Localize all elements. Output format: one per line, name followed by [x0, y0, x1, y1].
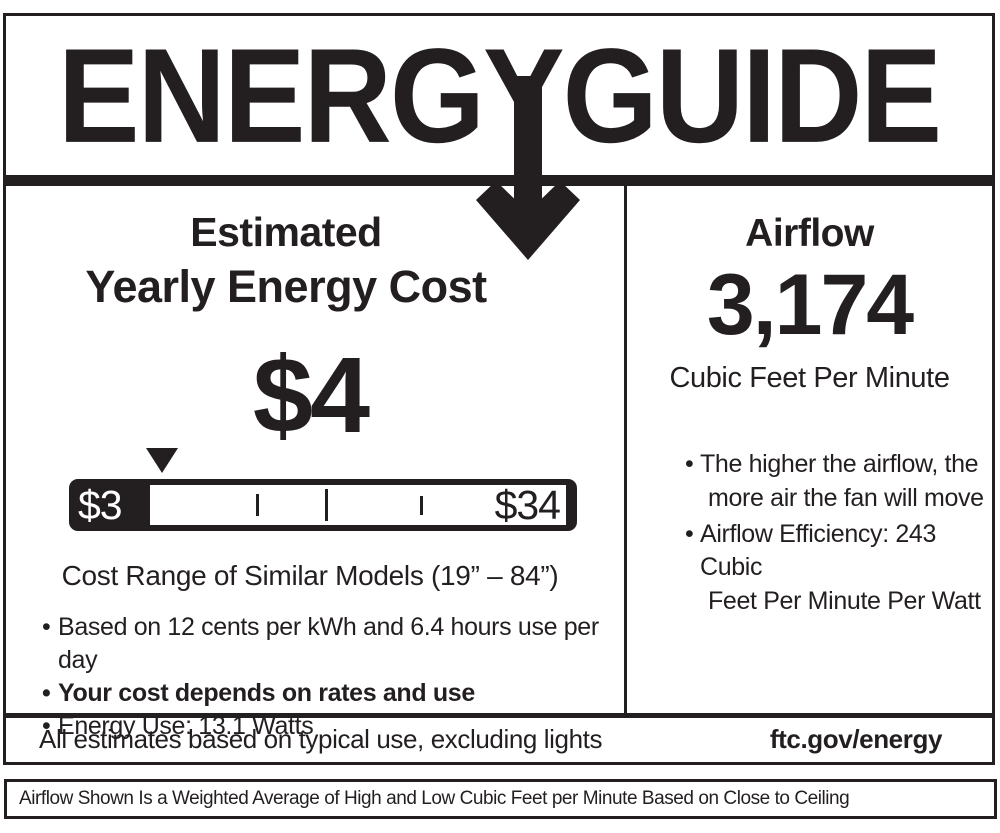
list-item: Your cost depends on rates and use	[42, 677, 612, 710]
masthead-divider	[6, 175, 992, 186]
airflow-footnote-text: Airflow Shown Is a Weighted Average of H…	[19, 788, 850, 809]
range-high-label: $34	[494, 482, 561, 528]
yearly-cost-amount: $4	[252, 334, 370, 455]
label-main-box: ENERGYGUIDE Estimated Yearly Energy Cost…	[3, 13, 995, 765]
cost-heading-line1: Estimated	[190, 209, 382, 255]
list-item-line1: Airflow Efficiency: 243 Cubic	[700, 519, 937, 582]
cost-bullet-list: Based on 12 cents per kWh and 6.4 hours …	[42, 611, 612, 743]
list-item: Airflow Efficiency: 243 Cubic Feet Per M…	[685, 518, 995, 619]
range-tick-2	[324, 489, 328, 521]
list-item-line2: Feet Per Minute Per Watt	[708, 587, 981, 615]
range-bar-track-inner: $34	[150, 482, 566, 528]
list-item-line1: The higher the airflow, the	[700, 450, 979, 478]
panel-divider	[624, 186, 627, 713]
list-item: The higher the airflow, the more air the…	[685, 448, 995, 516]
range-bar-track-outer: $3 $34	[69, 479, 577, 531]
footer-divider	[6, 713, 992, 718]
list-item: Based on 12 cents per kWh and 6.4 hours …	[42, 611, 612, 677]
airflow-bullet-list: The higher the airflow, the more air the…	[685, 448, 995, 621]
page-title: ENERGYGUIDE	[57, 20, 942, 171]
masthead: ENERGYGUIDE	[6, 16, 992, 175]
airflow-footnote-box: Airflow Shown Is a Weighted Average of H…	[4, 779, 997, 819]
range-tick-1	[256, 494, 260, 516]
airflow-panel: Airflow 3,174 Cubic Feet Per Minute The …	[627, 186, 992, 713]
airflow-units: Cubic Feet Per Minute	[669, 362, 950, 394]
ftc-url[interactable]: ftc.gov/energy	[769, 724, 943, 754]
triangle-marker-icon	[146, 448, 178, 473]
cost-range-bar: $3 $34	[69, 448, 579, 531]
footer-note: All estimates based on typical use, excl…	[39, 724, 603, 754]
cost-heading-line2: Yearly Energy Cost	[85, 261, 487, 312]
estimated-cost-panel: Estimated Yearly Energy Cost $4 $3 $34	[6, 186, 624, 744]
airflow-value: 3,174	[706, 257, 914, 353]
footer-strip: All estimates based on typical use, excl…	[6, 718, 992, 762]
range-low-label: $3	[78, 482, 123, 528]
airflow-title: Airflow	[745, 212, 874, 255]
list-item-line2: more air the fan will move	[708, 483, 984, 512]
range-caption: Cost Range of Similar Models (19” – 84”)	[61, 560, 559, 591]
range-tick-3	[420, 496, 424, 515]
label-body: Estimated Yearly Energy Cost $4 $3 $34	[6, 186, 992, 744]
